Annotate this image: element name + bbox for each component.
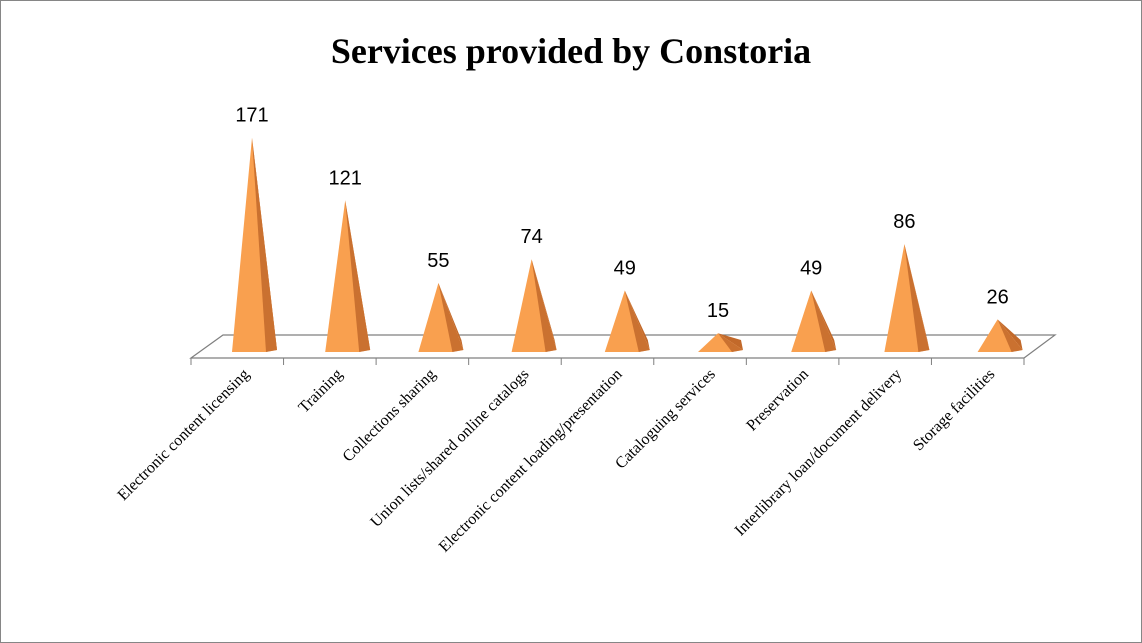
data-label: 171 xyxy=(235,105,268,127)
pyramid-bar-side xyxy=(252,137,277,352)
chart-title: Services provided by Constoria xyxy=(330,31,812,71)
category-label: Electronic content loading/presentation xyxy=(436,366,626,556)
data-label: 49 xyxy=(614,258,636,280)
data-label: 15 xyxy=(707,300,729,322)
category-label: Preservation xyxy=(743,366,812,435)
category-label: Training xyxy=(295,366,346,417)
data-label: 121 xyxy=(329,167,362,189)
category-label: Interlibrary loan/document delivery xyxy=(732,366,905,539)
data-label: 26 xyxy=(986,286,1008,308)
pyramid-bar-shadow xyxy=(811,290,837,350)
pyramid-bar-side xyxy=(531,259,557,352)
category-label: Storage facilities xyxy=(910,366,998,454)
data-label: 74 xyxy=(520,226,542,248)
pyramid-bar-side xyxy=(345,200,371,352)
pyramid-bar-side xyxy=(438,283,464,352)
category-label: Collections sharing xyxy=(340,366,440,466)
pyramid-bar-side xyxy=(811,290,837,352)
category-label: Cataloguing services xyxy=(612,366,719,473)
data-label: 86 xyxy=(893,211,915,233)
pyramid-bar-side xyxy=(718,333,743,352)
pyramid-bar-shadow xyxy=(438,283,464,350)
data-label: 55 xyxy=(427,250,449,272)
pyramid-bar-side xyxy=(904,244,930,352)
data-label: 49 xyxy=(800,258,822,280)
pyramid-bar-shadow xyxy=(624,290,650,350)
category-label: Union lists/shared online catalogs xyxy=(367,366,532,531)
pyramid-bar-shadow xyxy=(531,259,557,350)
pyramid-bar-side xyxy=(624,290,650,352)
category-label: Electronic content licensing xyxy=(115,366,253,504)
pyramid-bar-side xyxy=(997,319,1023,352)
